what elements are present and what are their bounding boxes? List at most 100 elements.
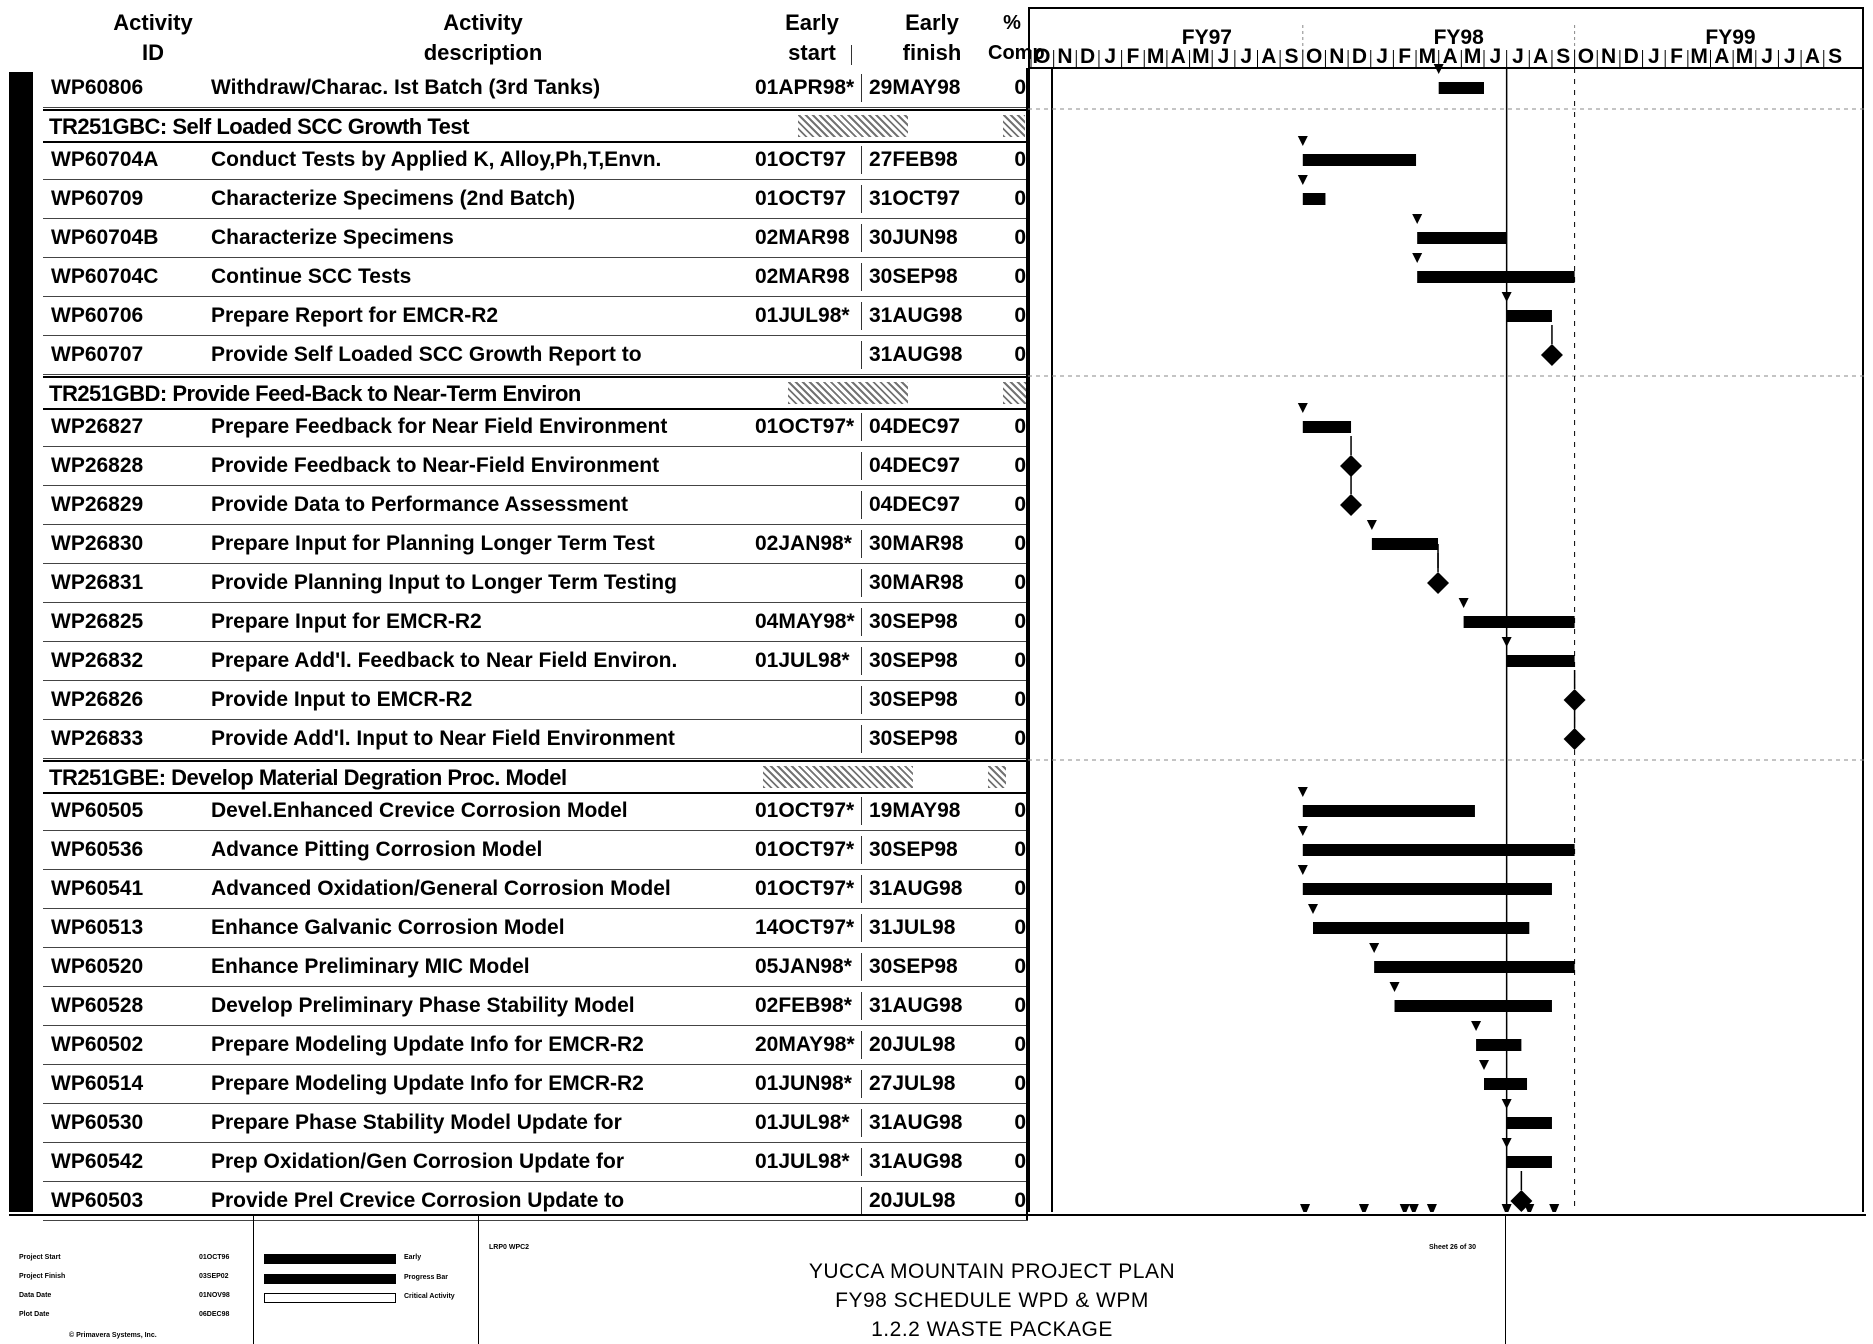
cell-divider	[861, 224, 862, 252]
cell-divider	[861, 185, 862, 213]
percent-complete: 0	[1014, 877, 1026, 900]
gantt-bar	[1302, 844, 1575, 856]
early-start: 04MAY98*	[755, 610, 855, 633]
early-finish: 04DEC97	[869, 454, 961, 477]
gantt-bar	[1417, 232, 1507, 244]
gantt-bar	[1438, 82, 1484, 94]
footer-dates-box: Project Start 01OCT96 Project Finish 03S…	[9, 1216, 254, 1344]
month-label: J	[1104, 45, 1116, 68]
month-label: A	[1533, 45, 1548, 68]
project-finish-label: Project Finish	[19, 1273, 66, 1280]
percent-complete: 0	[1014, 1072, 1026, 1095]
start-marker-icon	[1479, 1060, 1489, 1070]
month-label: D	[1624, 45, 1639, 68]
early-start: 01OCT97*	[755, 877, 855, 900]
early-finish: 04DEC97	[869, 415, 961, 438]
activity-description: Prepare Input for Planning Longer Term T…	[211, 532, 655, 555]
bottom-marker-icon	[1426, 1204, 1437, 1212]
cell-divider	[861, 686, 862, 714]
early-finish: 20JUL98	[869, 1033, 956, 1056]
early-start: 01OCT97	[755, 148, 847, 171]
cell-divider	[861, 1070, 862, 1098]
early-start: 01OCT97	[755, 187, 847, 210]
month-label: J	[1489, 45, 1501, 68]
cell-divider	[861, 74, 862, 102]
start-marker-icon	[1297, 403, 1308, 413]
activity-description: Characterize Specimens	[211, 226, 454, 249]
table-row: WP60514 Prepare Modeling Update Info for …	[43, 1064, 1028, 1104]
activity-id: WP26828	[51, 454, 144, 477]
percent-complete: 0	[1014, 265, 1026, 288]
activity-description: Prepare Phase Stability Model Update for	[211, 1111, 622, 1134]
header-ef-line2: finish	[902, 40, 962, 65]
cell-divider	[861, 302, 862, 330]
percent-complete: 0	[1014, 571, 1026, 594]
activity-description: Provide Prel Crevice Corrosion Update to	[211, 1189, 625, 1212]
header-divider	[851, 45, 852, 65]
early-finish: 30SEP98	[869, 955, 958, 978]
legend-early-swatch	[264, 1254, 396, 1264]
activity-id: WP60513	[51, 916, 144, 939]
start-marker-icon	[1297, 787, 1308, 797]
scan-noise	[763, 766, 913, 788]
table-row: WP26827 Prepare Feedback for Near Field E…	[43, 407, 1028, 447]
table-row: WP60704A Conduct Tests by Applied K, Allo…	[43, 140, 1028, 180]
early-start: 01JUL98*	[755, 1150, 850, 1173]
header-activity-id-line2: ID	[142, 40, 164, 65]
percent-complete: 0	[1014, 1111, 1026, 1134]
table-frame	[43, 68, 1028, 1220]
activity-id: WP60706	[51, 304, 144, 327]
activity-id: WP26829	[51, 493, 144, 516]
scan-noise	[798, 115, 908, 137]
activity-description: Provide Add'l. Input to Near Field Envir…	[211, 727, 675, 750]
early-finish: 31OCT97	[869, 187, 961, 210]
percent-complete: 0	[1014, 838, 1026, 861]
activity-description: Advanced Oxidation/General Corrosion Mod…	[211, 877, 671, 900]
month-label: F	[1398, 45, 1411, 68]
percent-complete: 0	[1014, 493, 1026, 516]
table-row: WP26832 Prepare Add'l. Feedback to Near F…	[43, 641, 1028, 681]
month-label: A	[1261, 45, 1276, 68]
month-label: O	[1578, 45, 1594, 68]
month-label: M	[1147, 45, 1165, 68]
early-start: 01OCT97*	[755, 838, 855, 861]
gantt-bar	[1506, 310, 1552, 322]
milestone-diamond-icon	[1540, 344, 1563, 366]
early-finish: 31AUG98	[869, 343, 963, 366]
month-label: J	[1376, 45, 1388, 68]
copyright-text: © Primavera Systems, Inc.	[69, 1332, 157, 1339]
table-row: WP60503 Provide Prel Crevice Corrosion Up…	[43, 1181, 1028, 1221]
early-finish: 30MAR98	[869, 571, 964, 594]
activity-id: WP60707	[51, 343, 144, 366]
cell-divider	[861, 1187, 862, 1215]
cell-divider	[861, 1031, 862, 1059]
gantt-bar	[1506, 1117, 1552, 1129]
month-label: O	[1306, 45, 1322, 68]
activity-id: WP26826	[51, 688, 144, 711]
table-row: WP60505 Devel.Enhanced Crevice Corrosion …	[43, 791, 1028, 831]
sheet-number: Sheet 26 of 30	[1429, 1244, 1477, 1251]
activity-description: Prep Oxidation/Gen Corrosion Update for	[211, 1150, 625, 1173]
cell-divider	[861, 569, 862, 597]
footer-legend-box: Early Progress Bar Critical Activity	[254, 1216, 479, 1344]
activity-id: WP60704C	[51, 265, 159, 288]
cell-divider	[861, 146, 862, 174]
cell-divider	[861, 992, 862, 1020]
month-label: M	[1419, 45, 1437, 68]
percent-complete: 0	[1014, 1189, 1026, 1212]
gantt-bar	[1484, 1078, 1528, 1090]
legend-progress-label: Progress Bar	[404, 1274, 448, 1281]
bottom-marker-icon	[1358, 1204, 1369, 1212]
early-finish: 31AUG98	[869, 1111, 963, 1134]
percent-complete: 0	[1014, 76, 1026, 99]
start-marker-icon	[1471, 1021, 1482, 1031]
start-marker-icon	[1501, 292, 1512, 302]
gantt-bar	[1506, 1156, 1552, 1168]
activity-id: WP60806	[51, 76, 144, 99]
activity-id: WP26825	[51, 610, 144, 633]
percent-complete: 0	[1014, 532, 1026, 555]
plot-date-label: Plot Date	[19, 1311, 50, 1318]
gantt-bar	[1476, 1039, 1522, 1051]
month-label: N	[1057, 45, 1072, 68]
